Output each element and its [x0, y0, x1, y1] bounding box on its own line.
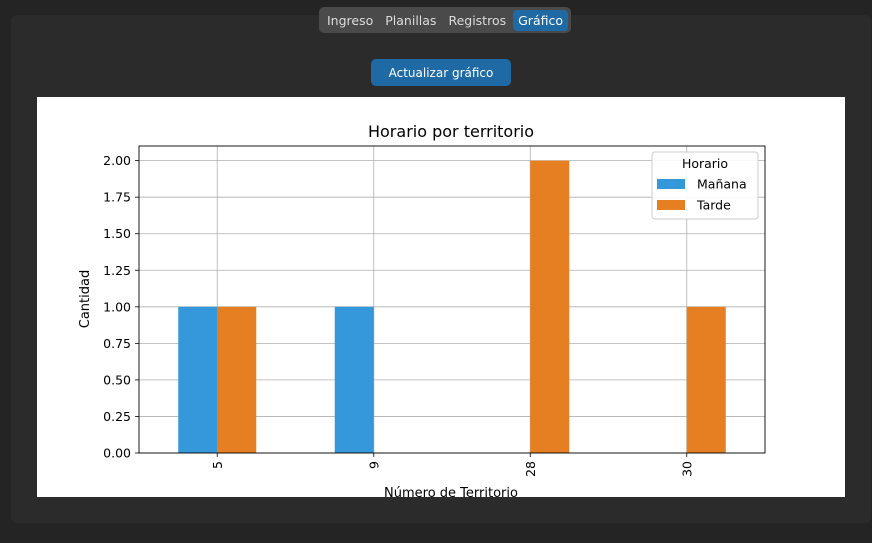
y-axis-label: Cantidad: [78, 270, 93, 328]
y-tick-label: 2.00: [103, 153, 131, 168]
bar-manana: [178, 306, 218, 453]
y-tick-label: 0.50: [103, 372, 131, 387]
update-chart-button[interactable]: Actualizar gráfico: [371, 59, 511, 86]
x-tick-label: 28: [523, 461, 538, 477]
bar-tarde: [217, 306, 257, 453]
tab-bar: Ingreso Planillas Registros Gráfico: [319, 7, 572, 33]
x-axis-label: Número de Territorio: [384, 486, 518, 497]
bar-chart: Horario por territorio Número de Territo…: [78, 122, 766, 497]
x-tick-label: 9: [366, 461, 381, 469]
x-tick-label: 5: [210, 461, 225, 469]
plot-frame: [138, 145, 766, 454]
legend-swatch: [657, 179, 685, 189]
chart-title: Horario por territorio: [368, 122, 534, 141]
y-tick-label: 1.50: [103, 226, 131, 241]
y-tick-label: 1.75: [103, 190, 131, 205]
tab-grafico[interactable]: Gráfico: [513, 9, 569, 31]
y-tick-label: 0.75: [103, 336, 131, 351]
tab-registros[interactable]: Registros: [448, 12, 507, 28]
bar-tarde: [530, 160, 570, 453]
y-tick-label: 0.00: [103, 446, 131, 461]
legend-title: Horario: [682, 156, 728, 171]
legend-entry: Mañana: [697, 177, 747, 192]
tab-ingreso[interactable]: Ingreso: [327, 12, 374, 28]
legend-entry: Tarde: [696, 198, 731, 213]
y-tick-label: 1.25: [103, 263, 131, 278]
bar-tarde: [686, 306, 726, 453]
x-tick-label: 30: [679, 461, 694, 477]
tab-planillas[interactable]: Planillas: [385, 12, 437, 28]
legend-swatch: [657, 200, 685, 210]
y-tick-label: 0.25: [103, 409, 131, 424]
chart-panel: Horario por territorio Número de Territo…: [37, 97, 845, 497]
bar-manana: [334, 306, 374, 453]
y-tick-label: 1.00: [103, 299, 131, 314]
